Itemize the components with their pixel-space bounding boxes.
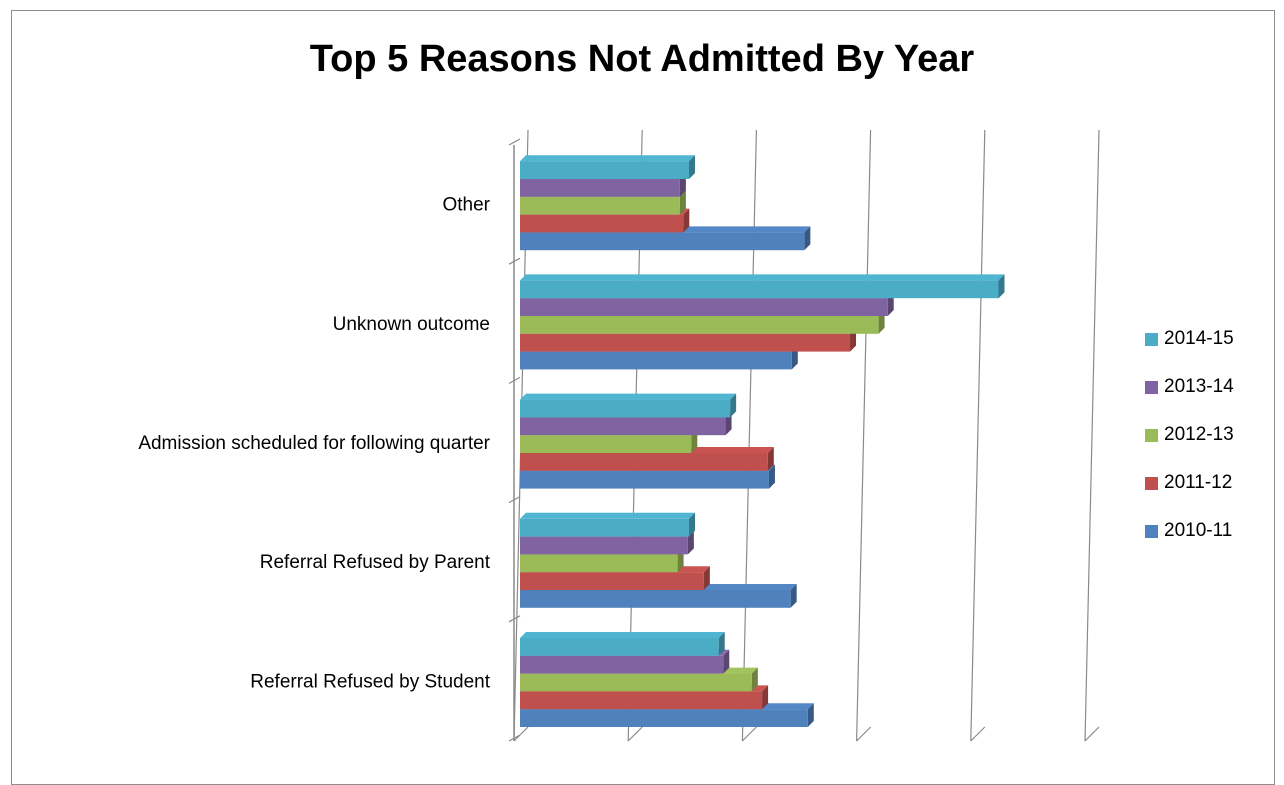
legend-swatch: [1145, 380, 1158, 394]
gridline: [970, 129, 986, 742]
legend-label: 2013-14: [1164, 376, 1234, 397]
category-label: Unknown outcome: [333, 314, 490, 335]
legend-item: 2011-12: [1145, 471, 1232, 495]
axis-tick: [741, 726, 757, 742]
legend-swatch: [1145, 524, 1158, 538]
legend-label: 2012-13: [1164, 424, 1234, 445]
gridline: [1084, 129, 1100, 742]
bar: [520, 393, 737, 418]
axis-tick: [856, 726, 872, 742]
legend-item: 2010-11: [1145, 519, 1232, 543]
category-tick: [508, 376, 521, 384]
legend-swatch: [1145, 428, 1158, 442]
bar: [520, 155, 696, 179]
category-tick: [508, 257, 521, 265]
category-tick: [508, 138, 521, 146]
axis-tick: [1084, 726, 1100, 742]
category-label: Referral Refused by Parent: [260, 552, 491, 573]
axis-tick: [627, 726, 643, 742]
category-label: Other: [442, 195, 490, 216]
legend-swatch: [1145, 476, 1158, 490]
category-tick: [508, 496, 521, 504]
legend-item: 2013-14: [1145, 375, 1234, 399]
legend-item: 2014-15: [1145, 327, 1234, 351]
legend-swatch: [1145, 332, 1158, 346]
legend-label: 2011-12: [1164, 472, 1233, 493]
legend-label: 2010-11: [1164, 520, 1233, 541]
bar: [520, 274, 1005, 299]
chart-title: Top 5 Reasons Not Admitted By Year: [309, 38, 975, 80]
legend-item: 2012-13: [1145, 423, 1234, 447]
legend-label: 2014-15: [1164, 328, 1234, 349]
category-label: Admission scheduled for following quarte…: [138, 433, 490, 454]
axis-tick: [513, 726, 529, 742]
category-label: Referral Refused by Student: [250, 671, 490, 692]
axis-tick: [970, 726, 986, 742]
gridline: [856, 129, 872, 742]
category-tick: [508, 734, 521, 742]
bar: [520, 512, 696, 537]
category-tick: [508, 615, 521, 623]
gridline: [741, 129, 757, 742]
bar: [520, 632, 725, 656]
